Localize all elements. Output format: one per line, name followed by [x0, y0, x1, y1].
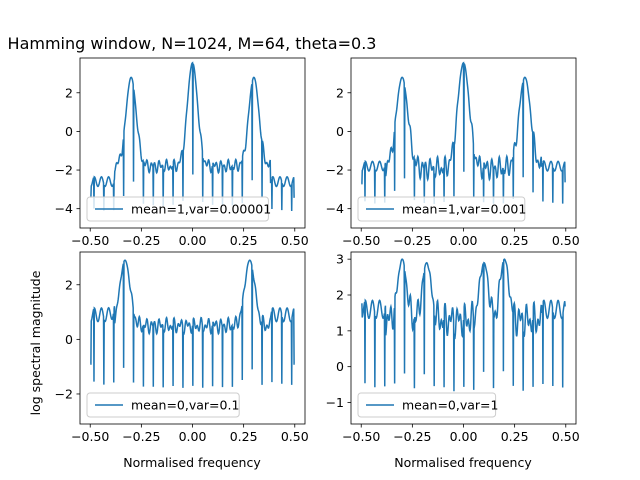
xtick-label: 0.00: [450, 233, 478, 248]
xtick-label: −0.25: [122, 233, 160, 248]
subplot-3: −0.50 −0.25 0.00 0.25 0.50 −2 0 2 mean=0,var=0.1: [55, 251, 309, 444]
legend: mean=1,var=0.00001: [86, 196, 271, 222]
xtick-label: −0.25: [122, 429, 160, 444]
legend-label: mean=1,var=0.00001: [131, 202, 271, 217]
ytick-label: −1: [326, 395, 344, 410]
legend-box: [86, 392, 240, 418]
series-line: [90, 259, 295, 388]
ytick-label: −2: [55, 386, 73, 401]
ytick-label: 0: [65, 332, 73, 347]
legend: mean=0,var=0.1: [86, 392, 240, 418]
xtick-label: −0.50: [342, 429, 380, 444]
legend-box: [357, 392, 497, 418]
xtick-label: −0.50: [71, 233, 109, 248]
subplot-1: −0.50 −0.25 0.00 0.25 0.50 −4 −2 0 2 mean=1,var=0…: [55, 57, 309, 248]
ytick-label: 2: [65, 85, 73, 100]
legend-label: mean=1,var=0.001: [402, 202, 526, 217]
xtick-label: 0.25: [501, 429, 529, 444]
xtick-label: 0.00: [179, 429, 207, 444]
xtick-label: 0.00: [179, 233, 207, 248]
xtick-label: 0.25: [230, 233, 258, 248]
legend-label: mean=0,var=1: [402, 398, 498, 413]
ytick-label: 2: [336, 288, 344, 303]
ytick-label: −2: [326, 163, 344, 178]
ytick-label: −2: [55, 163, 73, 178]
xtick-label: 0.50: [552, 233, 580, 248]
xtick-label: 0.50: [281, 429, 309, 444]
subplot-4: −0.50 −0.25 0.00 0.25 0.50 −1 0 1 2 3 mean=0,var=1: [326, 251, 580, 444]
ytick-label: −4: [55, 201, 73, 216]
xtick-label: 0.25: [230, 429, 258, 444]
ytick-label: −4: [326, 201, 344, 216]
series-line: [361, 61, 566, 205]
xtick-label: −0.50: [71, 429, 109, 444]
xtick-label: 0.25: [501, 233, 529, 248]
ytick-label: 0: [336, 359, 344, 374]
legend: mean=0,var=1: [357, 392, 498, 418]
series-line: [361, 258, 566, 392]
xtick-label: 0.50: [552, 429, 580, 444]
ytick-label: 0: [336, 124, 344, 139]
xtick-label: −0.25: [393, 233, 431, 248]
ytick-label: 2: [336, 85, 344, 100]
legend-box: [86, 196, 269, 222]
ytick-label: 3: [336, 252, 344, 267]
legend-box: [357, 196, 526, 222]
xtick-label: 0.00: [450, 429, 478, 444]
subplot-2: −0.50 −0.25 0.00 0.25 0.50 −4 −2 0 2 mean=1,var=0…: [326, 57, 580, 248]
ylabel: log spectral magnitude: [28, 270, 43, 415]
xtick-label: −0.50: [342, 233, 380, 248]
legend: mean=1,var=0.001: [357, 196, 526, 222]
legend-label: mean=0,var=0.1: [131, 398, 239, 413]
ytick-label: 2: [65, 277, 73, 292]
ytick-label: 0: [65, 124, 73, 139]
xlabel-right: Normalised frequency: [394, 455, 532, 470]
xtick-label: −0.25: [393, 429, 431, 444]
ytick-label: 1: [336, 323, 344, 338]
xlabel-left: Normalised frequency: [123, 455, 261, 470]
series-line: [90, 61, 295, 211]
figure-title: Hamming window, N=1024, M=64, theta=0.3: [8, 34, 377, 53]
xtick-label: 0.50: [281, 233, 309, 248]
